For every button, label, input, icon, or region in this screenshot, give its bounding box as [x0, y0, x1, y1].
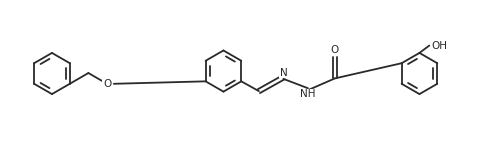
Text: NH: NH: [300, 89, 316, 99]
Text: O: O: [103, 79, 111, 89]
Text: O: O: [331, 45, 339, 55]
Text: N: N: [279, 67, 287, 77]
Text: OH: OH: [431, 41, 447, 51]
